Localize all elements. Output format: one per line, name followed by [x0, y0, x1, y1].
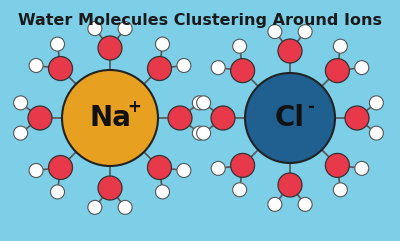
- Circle shape: [48, 56, 72, 80]
- Circle shape: [118, 22, 132, 36]
- Circle shape: [148, 56, 172, 80]
- Circle shape: [333, 39, 347, 53]
- Circle shape: [345, 106, 369, 130]
- Circle shape: [148, 155, 172, 180]
- Circle shape: [278, 39, 302, 63]
- Circle shape: [211, 161, 225, 175]
- Circle shape: [118, 200, 132, 214]
- Text: -: -: [307, 98, 314, 116]
- Circle shape: [14, 96, 28, 110]
- Circle shape: [268, 25, 282, 39]
- Circle shape: [231, 153, 255, 177]
- Circle shape: [192, 96, 206, 110]
- Circle shape: [98, 176, 122, 200]
- Circle shape: [355, 161, 369, 175]
- Circle shape: [14, 126, 28, 140]
- Text: Cl: Cl: [275, 104, 305, 132]
- Circle shape: [29, 163, 43, 177]
- Circle shape: [268, 197, 282, 211]
- Circle shape: [233, 183, 247, 197]
- Circle shape: [369, 126, 383, 140]
- Circle shape: [168, 106, 192, 130]
- Circle shape: [62, 70, 158, 166]
- Circle shape: [28, 106, 52, 130]
- Circle shape: [192, 126, 206, 140]
- Circle shape: [233, 39, 247, 53]
- Circle shape: [211, 106, 235, 130]
- Circle shape: [50, 185, 64, 199]
- Circle shape: [325, 59, 349, 83]
- Text: Water Molecules Clustering Around Ions: Water Molecules Clustering Around Ions: [18, 13, 382, 28]
- Circle shape: [177, 59, 191, 73]
- Circle shape: [231, 59, 255, 83]
- Circle shape: [50, 37, 64, 51]
- Circle shape: [156, 37, 170, 51]
- Circle shape: [197, 126, 211, 140]
- Circle shape: [177, 163, 191, 177]
- Circle shape: [211, 61, 225, 75]
- Circle shape: [355, 61, 369, 75]
- Circle shape: [278, 173, 302, 197]
- Text: +: +: [127, 98, 141, 116]
- Circle shape: [88, 200, 102, 214]
- Circle shape: [197, 96, 211, 110]
- Circle shape: [29, 59, 43, 73]
- Text: Na: Na: [89, 104, 131, 132]
- Circle shape: [298, 197, 312, 211]
- Circle shape: [245, 73, 335, 163]
- Circle shape: [325, 153, 349, 177]
- Circle shape: [369, 96, 383, 110]
- Circle shape: [48, 155, 72, 180]
- Circle shape: [298, 25, 312, 39]
- Circle shape: [88, 22, 102, 36]
- Circle shape: [156, 185, 170, 199]
- Circle shape: [98, 36, 122, 60]
- Circle shape: [333, 183, 347, 197]
